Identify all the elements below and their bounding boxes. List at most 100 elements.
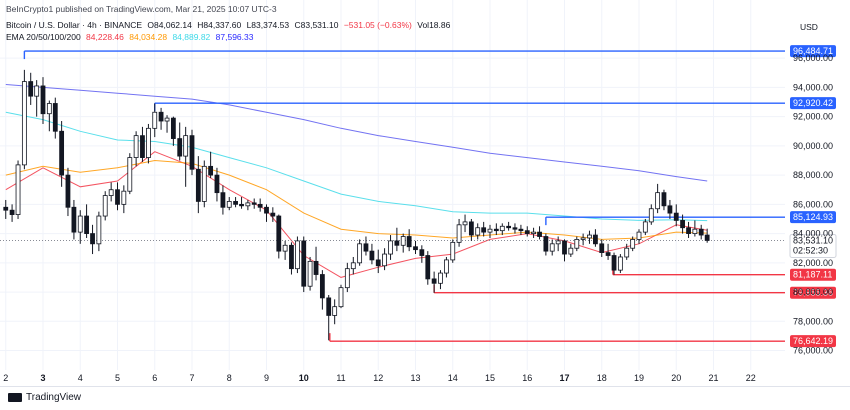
candle-up	[307, 260, 313, 287]
candle-down	[661, 192, 667, 207]
candle-down	[319, 274, 325, 299]
candle-down	[251, 202, 257, 205]
candle-down	[425, 255, 431, 280]
candle-down	[208, 165, 214, 176]
candle-up	[46, 103, 52, 115]
change-value: −531.05 (−0.63%)	[343, 20, 412, 30]
support-price-tag	[790, 268, 836, 281]
candle-down	[599, 243, 605, 253]
candle-down	[65, 174, 71, 208]
candle-down	[512, 227, 518, 230]
support-price-label: 81,187.11	[793, 270, 832, 280]
countdown-label: 02:52:30	[793, 245, 828, 255]
candle-down	[140, 135, 145, 158]
candle-down	[506, 225, 512, 229]
candle-down	[313, 260, 319, 275]
candle-up	[152, 111, 158, 129]
candle-down	[71, 206, 77, 233]
time-tick-label: 14	[448, 373, 458, 383]
high-value: H84,337.60	[197, 20, 242, 30]
last-price-label: 83,531.10	[793, 235, 833, 245]
ema50-value: 84,034.28	[129, 32, 168, 42]
candle-up	[15, 164, 21, 215]
candle-up	[444, 259, 449, 274]
candle-down	[90, 233, 95, 245]
candle-down	[326, 297, 332, 316]
candle-up	[146, 127, 151, 158]
candle-up	[648, 208, 654, 223]
candle-up	[388, 240, 393, 255]
candle-down	[195, 168, 201, 202]
ema-legend: EMA 20/50/100/200 84,228.46 84,034.28 84…	[6, 32, 256, 42]
candle-down	[468, 221, 474, 236]
time-tick-label: 16	[522, 373, 532, 383]
time-tick-label: 4	[78, 373, 83, 383]
candle-down	[518, 228, 524, 232]
price-tick-label: 80,000.00	[793, 287, 833, 297]
time-tick-label: 3	[40, 373, 45, 383]
candle-up	[462, 221, 468, 226]
ema-label[interactable]: EMA 20/50/100/200	[6, 32, 81, 42]
candle-down	[413, 246, 418, 251]
price-tick-label: 82,000.00	[793, 258, 833, 268]
close-value: C83,531.10	[294, 20, 339, 30]
candle-down	[562, 240, 567, 255]
candle-down	[40, 85, 46, 115]
candle-down	[158, 111, 164, 122]
time-tick-label: 15	[485, 373, 495, 383]
resistance-price-label: 85,124.93	[793, 212, 833, 222]
price-axis: 76,000.00 78,000.00 80,000.00 82,000.00 84,0…	[793, 53, 833, 355]
candle-up	[692, 228, 698, 234]
volume-value: Vol18.86	[417, 20, 451, 30]
candle-up	[555, 240, 561, 245]
candle-up	[21, 81, 27, 166]
time-tick-label: 12	[373, 373, 383, 383]
candle-down	[220, 192, 226, 208]
candle-down	[9, 209, 15, 215]
candle-up	[624, 247, 630, 258]
candle-down	[537, 231, 542, 237]
candle-down	[257, 203, 263, 208]
candle-up	[338, 287, 344, 308]
candle-down	[270, 212, 276, 217]
candle-up	[456, 224, 462, 243]
price-tick-label: 90,000.00	[793, 141, 833, 151]
candle-down	[419, 249, 425, 256]
grid	[0, 0, 785, 370]
candle-down	[276, 215, 282, 252]
candle-up	[475, 227, 481, 236]
price-tick-label: 84,000.00	[793, 229, 833, 239]
ema-line-ema200	[5, 84, 708, 182]
tradingview-icon	[8, 393, 22, 402]
time-tick-label: 10	[299, 373, 309, 383]
candle-up	[357, 243, 363, 264]
candle-up	[642, 221, 648, 233]
symbol-label[interactable]: Bitcoin / U.S. Dollar · 4h · BINANCE	[6, 20, 143, 30]
candle-down	[673, 212, 679, 221]
candle-up	[568, 247, 574, 255]
candle-down	[686, 227, 691, 234]
candle-down	[593, 234, 598, 245]
candle-up	[34, 85, 40, 97]
candle-up	[350, 262, 356, 270]
candle-up	[587, 234, 592, 239]
candle-up	[487, 228, 493, 233]
price-chart[interactable]: 96,484.71 92,920.42 85,124.93 81,187.11 79,9…	[0, 0, 850, 386]
candle-down	[289, 244, 294, 270]
candle-down	[493, 228, 499, 232]
candle-down	[704, 234, 710, 241]
candle-down	[239, 203, 244, 207]
candle-down	[177, 138, 183, 157]
resistance-price-tag	[790, 97, 836, 110]
candle-down	[214, 174, 220, 194]
time-tick-label: 2	[3, 373, 8, 383]
candle-up	[617, 256, 623, 271]
candle-up	[332, 306, 338, 316]
candle-down	[3, 206, 9, 211]
publisher-line: BeInCrypto1 published on TradingView.com…	[6, 4, 277, 14]
level-lines: 96,484.71 92,920.42 85,124.93 81,187.11 79,9…	[0, 45, 837, 348]
ema200-value: 87,596.33	[215, 32, 254, 42]
time-tick-label: 9	[264, 373, 269, 383]
time-tick-label: 7	[189, 373, 194, 383]
tradingview-logo[interactable]: TradingView	[8, 392, 81, 403]
